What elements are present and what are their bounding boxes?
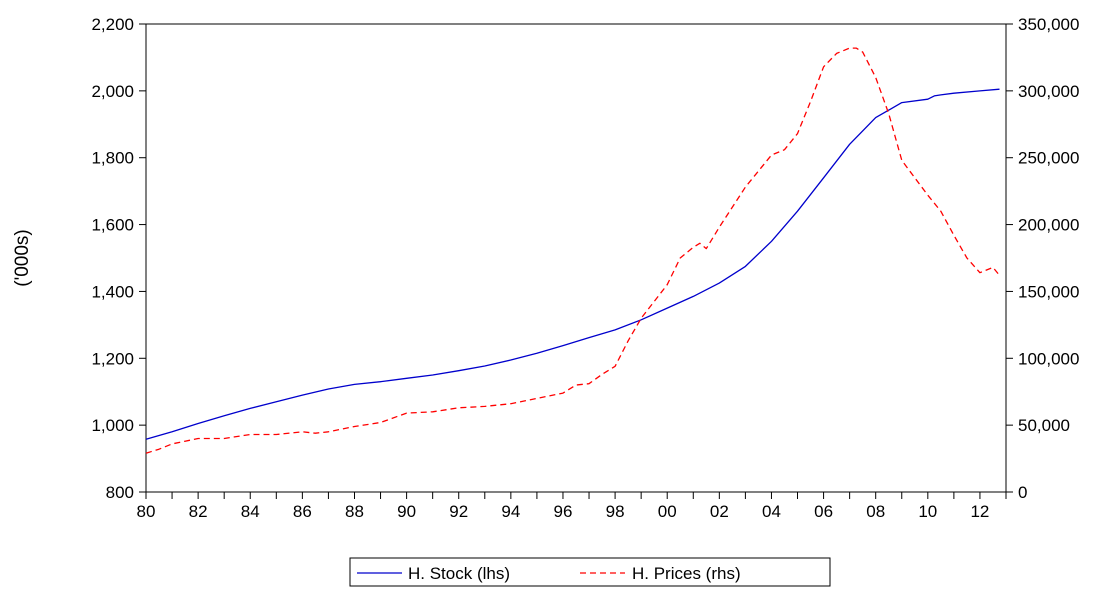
x-tick-label: 86 — [293, 502, 312, 521]
x-tick-label: 06 — [814, 502, 833, 521]
x-tick-label: 02 — [710, 502, 729, 521]
x-tick-label: 82 — [189, 502, 208, 521]
right-y-tick-label: 150,000 — [1018, 282, 1079, 301]
x-tick-label: 90 — [397, 502, 416, 521]
series-line-h-stock — [145, 88, 1000, 440]
series-layer — [145, 47, 1001, 454]
right-y-axis: 0 50,000 100,000 150,000 200,000 250,000 300,0… — [1006, 15, 1079, 502]
right-y-tick-label: 50,000 — [1018, 416, 1070, 435]
left-y-axis: 800 1,000 1,200 1,400 1,600 1,800 2,000 2,200 — [91, 15, 146, 502]
right-y-tick-label: 0 — [1018, 483, 1027, 502]
left-y-tick-label: 1,200 — [91, 349, 134, 368]
series-line-h-prices — [145, 47, 1001, 454]
x-tick-label: 80 — [137, 502, 156, 521]
x-axis: 80 82 84 86 88 90 92 94 96 98 00 02 04 06 08 10 12 — [137, 492, 1007, 521]
x-tick-label: 96 — [554, 502, 573, 521]
legend-label-h-prices: H. Prices (rhs) — [632, 564, 741, 583]
x-tick-label: 94 — [501, 502, 520, 521]
right-y-tick-label: 200,000 — [1018, 216, 1079, 235]
x-tick-label: 08 — [866, 502, 885, 521]
plot-frame — [145, 23, 1007, 493]
x-tick-label: 12 — [970, 502, 989, 521]
x-tick-label: 92 — [449, 502, 468, 521]
legend-box — [349, 557, 831, 587]
x-tick-label: 00 — [658, 502, 677, 521]
x-tick-label: 84 — [241, 502, 260, 521]
x-tick-label: 98 — [606, 502, 625, 521]
left-y-tick-label: 1,800 — [91, 149, 134, 168]
right-y-tick-label: 100,000 — [1018, 349, 1079, 368]
legend-label-h-stock: H. Stock (lhs) — [408, 564, 510, 583]
x-tick-label: 04 — [762, 502, 781, 521]
right-y-tick-label: 350,000 — [1018, 15, 1079, 34]
legend: H. Stock (lhs) H. Prices (rhs) — [349, 557, 831, 587]
right-y-tick-label: 300,000 — [1018, 82, 1079, 101]
left-y-tick-label: 2,200 — [91, 15, 134, 34]
right-y-tick-label: 250,000 — [1018, 149, 1079, 168]
x-tick-label: 88 — [345, 502, 364, 521]
left-y-tick-label: 1,600 — [91, 216, 134, 235]
x-tick-label: 10 — [918, 502, 937, 521]
left-y-tick-label: 2,000 — [91, 82, 134, 101]
left-y-axis-title: ('000s) — [12, 229, 33, 286]
left-y-tick-label: 800 — [106, 483, 134, 502]
left-y-tick-label: 1,000 — [91, 416, 134, 435]
left-y-tick-label: 1,400 — [91, 282, 134, 301]
